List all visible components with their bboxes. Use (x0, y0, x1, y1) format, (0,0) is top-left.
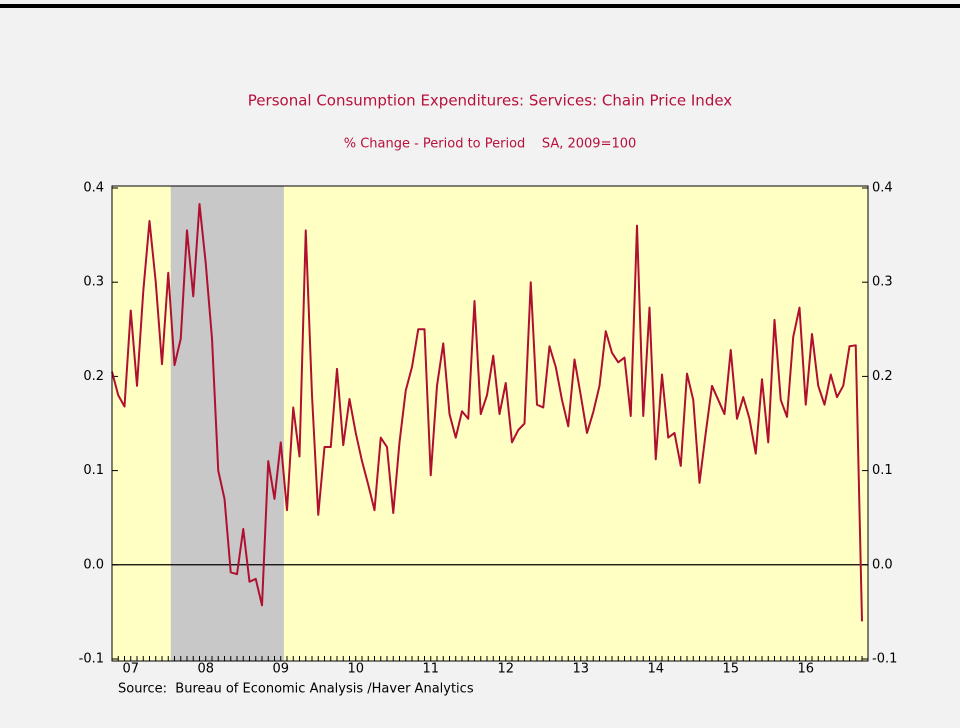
y2-tick-label: 0.1 (872, 463, 893, 478)
recession-shading (170, 186, 284, 661)
top-rule (0, 4, 960, 8)
chart-subtitle: % Change - Period to Period SA, 2009=100 (344, 137, 637, 152)
data-line (111, 203, 863, 622)
x-tick-label: 11 (422, 662, 439, 677)
y-tick-label: 0.1 (83, 463, 104, 478)
y2-tick-label: 0.2 (872, 369, 893, 384)
y-tick-label: 0.0 (83, 557, 104, 572)
y2-tick-label: 0.3 (872, 275, 893, 290)
x-tick-label: 07 (122, 662, 139, 677)
x-tick-label: 10 (347, 662, 364, 677)
y-tick-label: -0.1 (79, 652, 104, 667)
y-tick-label: 0.2 (83, 369, 104, 384)
y2-tick-label: 0.0 (872, 557, 893, 572)
x-tick-label: 13 (572, 662, 589, 677)
source-note: Source: Bureau of Economic Analysis /Hav… (118, 682, 474, 697)
chart-title: Personal Consumption Expenditures: Servi… (248, 92, 733, 110)
y-tick-label: 0.3 (83, 275, 104, 290)
x-tick-label: 12 (497, 662, 514, 677)
y-tick-label: 0.4 (83, 181, 104, 196)
x-tick-label: 16 (797, 662, 814, 677)
x-tick-label: 08 (197, 662, 214, 677)
y2-tick-label: 0.4 (872, 181, 893, 196)
x-tick-label: 15 (722, 662, 739, 677)
x-tick-label: 09 (272, 662, 289, 677)
y2-tick-label: -0.1 (872, 652, 897, 667)
x-tick-label: 14 (647, 662, 664, 677)
plot-frame (111, 185, 869, 662)
